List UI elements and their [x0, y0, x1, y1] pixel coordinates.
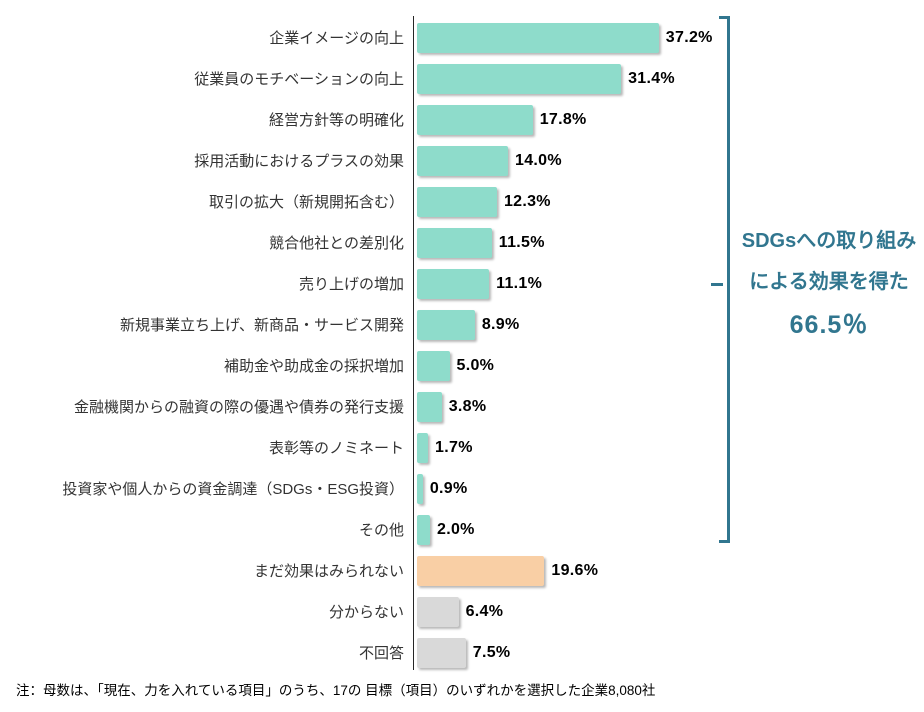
bar — [417, 104, 533, 135]
bar — [417, 473, 423, 504]
category-label: 補助金や助成金の採択増加 — [223, 358, 404, 375]
bar — [417, 514, 430, 545]
value-label: 31.4% — [628, 69, 675, 87]
bar-zone: 37.2% — [413, 17, 740, 58]
group-bracket — [719, 16, 730, 543]
category-label: 売り上げの増加 — [298, 276, 404, 293]
chart-row: 補助金や助成金の採択増加 5.0% — [0, 345, 740, 386]
value-label: 11.5% — [498, 233, 545, 251]
summary-annotation: SDGsへの取り組み による効果を得た 66.5％ — [736, 231, 922, 338]
chart-row: 売り上げの増加 11.1% — [0, 263, 740, 304]
bar-zone: 1.7% — [413, 427, 740, 468]
bar-zone: 7.5% — [413, 632, 740, 673]
annotation-value: 66.5％ — [789, 311, 869, 339]
chart-row: まだ効果はみられない 19.6% — [0, 550, 740, 591]
chart-row: 表彰等のノミネート 1.7% — [0, 427, 740, 468]
chart-row: 採用活動におけるプラスの効果 14.0% — [0, 140, 740, 181]
bar-zone: 19.6% — [413, 550, 740, 591]
bar — [417, 186, 497, 217]
bar-zone: 0.9% — [413, 468, 740, 509]
value-label: 6.4% — [465, 602, 504, 620]
category-label: その他 — [358, 522, 404, 539]
chart-row: 投資家や個人からの資金調達（SDGs・ESG投資） 0.9% — [0, 468, 740, 509]
value-label: 8.9% — [481, 315, 520, 333]
bar-zone: 5.0% — [413, 345, 740, 386]
bar — [417, 268, 490, 299]
chart-row: 取引の拡大（新規開拓含む） 12.3% — [0, 181, 740, 222]
category-label: 取引の拡大（新規開拓含む） — [208, 194, 404, 211]
bar — [417, 145, 508, 176]
bar-zone: 8.9% — [413, 304, 740, 345]
chart-row: 企業イメージの向上 37.2% — [0, 17, 740, 58]
value-label: 19.6% — [551, 561, 599, 579]
bar-zone: 2.0% — [413, 509, 740, 550]
bar — [417, 309, 475, 340]
value-label: 11.1% — [496, 274, 543, 292]
category-label: 採用活動におけるプラスの効果 — [194, 153, 404, 170]
category-label: 新規事業立ち上げ、新商品・サービス開発 — [120, 317, 404, 334]
value-label: 3.8% — [448, 397, 487, 415]
bar-chart: 企業イメージの向上 37.2% 従業員のモチベーションの向上 31.4% 経営方… — [0, 17, 740, 673]
chart-row: 競合他社との差別化 11.5% — [0, 222, 740, 263]
bar-zone: 17.8% — [413, 99, 740, 140]
chart-row: 経営方針等の明確化 17.8% — [0, 99, 740, 140]
bar-zone: 11.5% — [413, 222, 740, 263]
value-label: 7.5% — [472, 643, 511, 661]
value-label: 2.0% — [437, 520, 475, 538]
chart-row: 不回答 7.5% — [0, 632, 740, 673]
group-bracket-tick — [711, 283, 723, 286]
category-label: 従業員のモチベーションの向上 — [194, 71, 404, 88]
value-label: 0.9% — [429, 479, 468, 497]
bar — [417, 432, 429, 463]
value-label: 1.7% — [435, 438, 473, 456]
bar — [417, 555, 545, 586]
category-label: 経営方針等の明確化 — [268, 112, 404, 129]
category-label: まだ効果はみられない — [253, 563, 404, 580]
value-label: 12.3% — [503, 192, 551, 210]
bar — [417, 63, 622, 94]
value-label: 37.2% — [665, 28, 713, 46]
category-label: 分からない — [328, 604, 404, 621]
category-label: 投資家や個人からの資金調達（SDGs・ESG投資） — [62, 481, 404, 498]
bar-zone: 14.0% — [413, 140, 740, 181]
bar — [417, 596, 459, 627]
bar-zone: 12.3% — [413, 181, 740, 222]
value-label: 17.8% — [539, 110, 587, 128]
chart-row: 分からない 6.4% — [0, 591, 740, 632]
bar — [417, 350, 450, 381]
category-label: 競合他社との差別化 — [269, 235, 404, 252]
category-label: 金融機関からの融資の際の優遇や債券の発行支援 — [73, 399, 404, 416]
bar — [417, 227, 492, 258]
axis-baseline — [413, 16, 414, 670]
category-label: 表彰等のノミネート — [268, 440, 404, 457]
bar-zone: 6.4% — [413, 591, 740, 632]
value-label: 5.0% — [456, 356, 495, 374]
annotation-line-1: SDGsへの取り組み — [741, 230, 917, 252]
bar — [417, 637, 466, 668]
bar-zone: 11.1% — [413, 263, 740, 304]
chart-row: 金融機関からの融資の際の優遇や債券の発行支援 3.8% — [0, 386, 740, 427]
category-label: 企業イメージの向上 — [269, 30, 404, 47]
chart-row: 新規事業立ち上げ、新商品・サービス開発 8.9% — [0, 304, 740, 345]
footnote: 注：母数は、「現在、力を入れている項目」のうち、17の 目標（項目）のいずれかを… — [16, 683, 656, 698]
chart-row: 従業員のモチベーションの向上 31.4% — [0, 58, 740, 99]
bar — [417, 22, 659, 53]
value-label: 14.0% — [515, 151, 562, 169]
chart-row: その他 2.0% — [0, 509, 740, 550]
annotation-line-2: による効果を得た — [749, 271, 909, 293]
bar — [417, 391, 442, 422]
bar-zone: 31.4% — [413, 58, 740, 99]
bar-zone: 3.8% — [413, 386, 740, 427]
category-label: 不回答 — [358, 645, 404, 662]
